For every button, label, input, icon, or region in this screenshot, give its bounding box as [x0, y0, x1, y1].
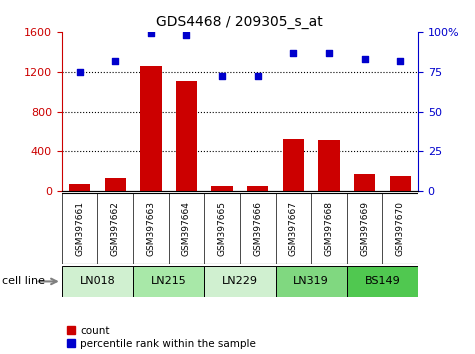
Text: GSM397665: GSM397665 [218, 201, 227, 256]
Point [76, 69, 84, 75]
Text: GSM397663: GSM397663 [146, 201, 155, 256]
Bar [211, 186, 233, 191]
Bar [140, 66, 162, 191]
Bar [390, 176, 411, 191]
Point [325, 50, 332, 55]
Text: GSM397667: GSM397667 [289, 201, 298, 256]
FancyBboxPatch shape [204, 266, 276, 297]
Point [289, 50, 297, 55]
Text: LN018: LN018 [79, 276, 115, 286]
Legend: count, percentile rank within the sample: count, percentile rank within the sample [67, 326, 256, 349]
Text: GSM397662: GSM397662 [111, 201, 120, 256]
FancyBboxPatch shape [276, 266, 347, 297]
Text: GSM397668: GSM397668 [324, 201, 333, 256]
Point [218, 74, 226, 79]
Point [361, 56, 369, 62]
Bar [283, 139, 304, 191]
Point [182, 32, 190, 38]
Bar [104, 178, 126, 191]
Title: GDS4468 / 209305_s_at: GDS4468 / 209305_s_at [156, 16, 323, 29]
Bar [354, 174, 375, 191]
Text: LN215: LN215 [151, 276, 187, 286]
Text: GSM397661: GSM397661 [75, 201, 84, 256]
Point [396, 58, 404, 63]
Point [147, 30, 155, 36]
Text: GSM397669: GSM397669 [360, 201, 369, 256]
Bar [318, 141, 340, 191]
FancyBboxPatch shape [133, 266, 204, 297]
FancyBboxPatch shape [347, 266, 418, 297]
Bar [247, 186, 268, 191]
Text: GSM397666: GSM397666 [253, 201, 262, 256]
Bar [69, 184, 90, 191]
Bar [176, 81, 197, 191]
Text: GSM397664: GSM397664 [182, 201, 191, 256]
Text: BS149: BS149 [364, 276, 400, 286]
Point [111, 58, 119, 63]
Text: GSM397670: GSM397670 [396, 201, 405, 256]
Point [254, 74, 261, 79]
Text: LN319: LN319 [293, 276, 329, 286]
Text: cell line: cell line [2, 276, 46, 286]
Text: LN229: LN229 [222, 276, 258, 286]
FancyBboxPatch shape [62, 266, 133, 297]
